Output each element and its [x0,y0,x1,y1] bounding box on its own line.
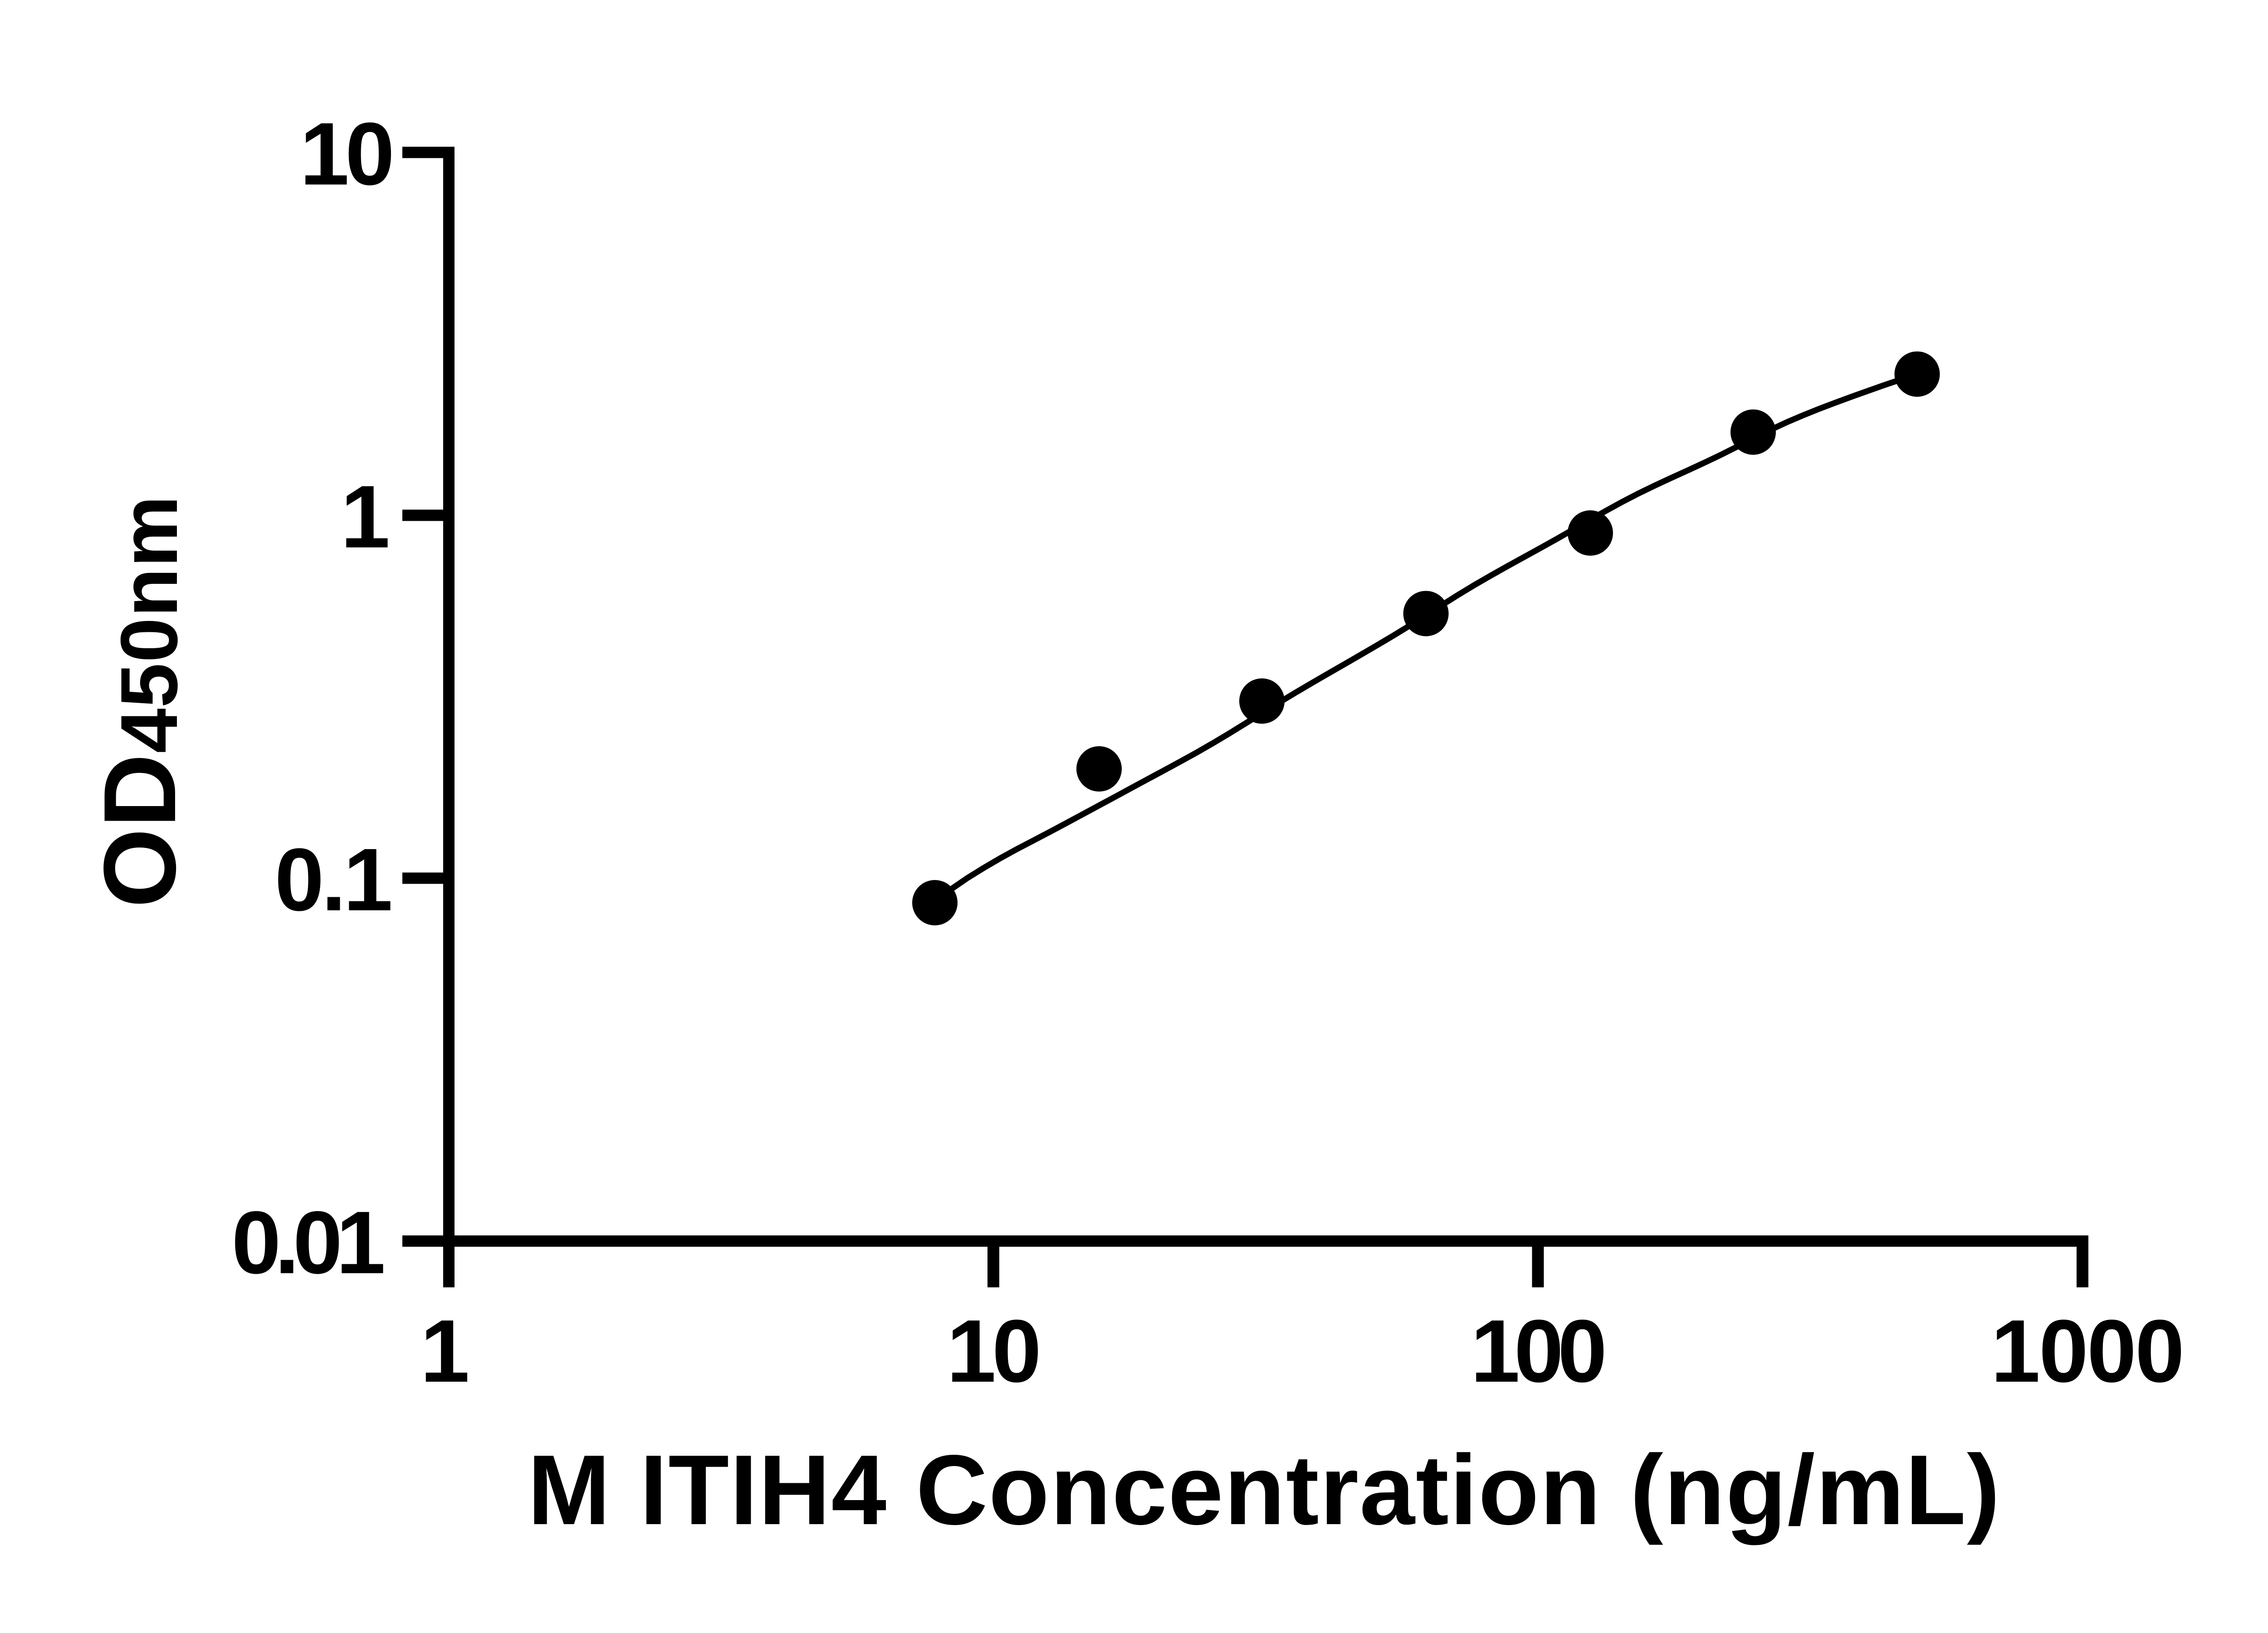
svg-text:0.01: 0.01 [232,1193,383,1292]
svg-text:10: 10 [300,104,391,204]
svg-text:1: 1 [420,1301,469,1401]
svg-text:OD450nm: OD450nm [82,495,197,908]
svg-text:M ITIH4 Concentration (ng/mL): M ITIH4 Concentration (ng/mL) [528,1435,2000,1545]
svg-text:100: 100 [1471,1301,1603,1401]
svg-text:0.1: 0.1 [275,830,391,929]
svg-text:10: 10 [947,1301,1038,1401]
svg-text:1: 1 [341,467,390,567]
svg-text:1000: 1000 [1991,1301,2183,1401]
